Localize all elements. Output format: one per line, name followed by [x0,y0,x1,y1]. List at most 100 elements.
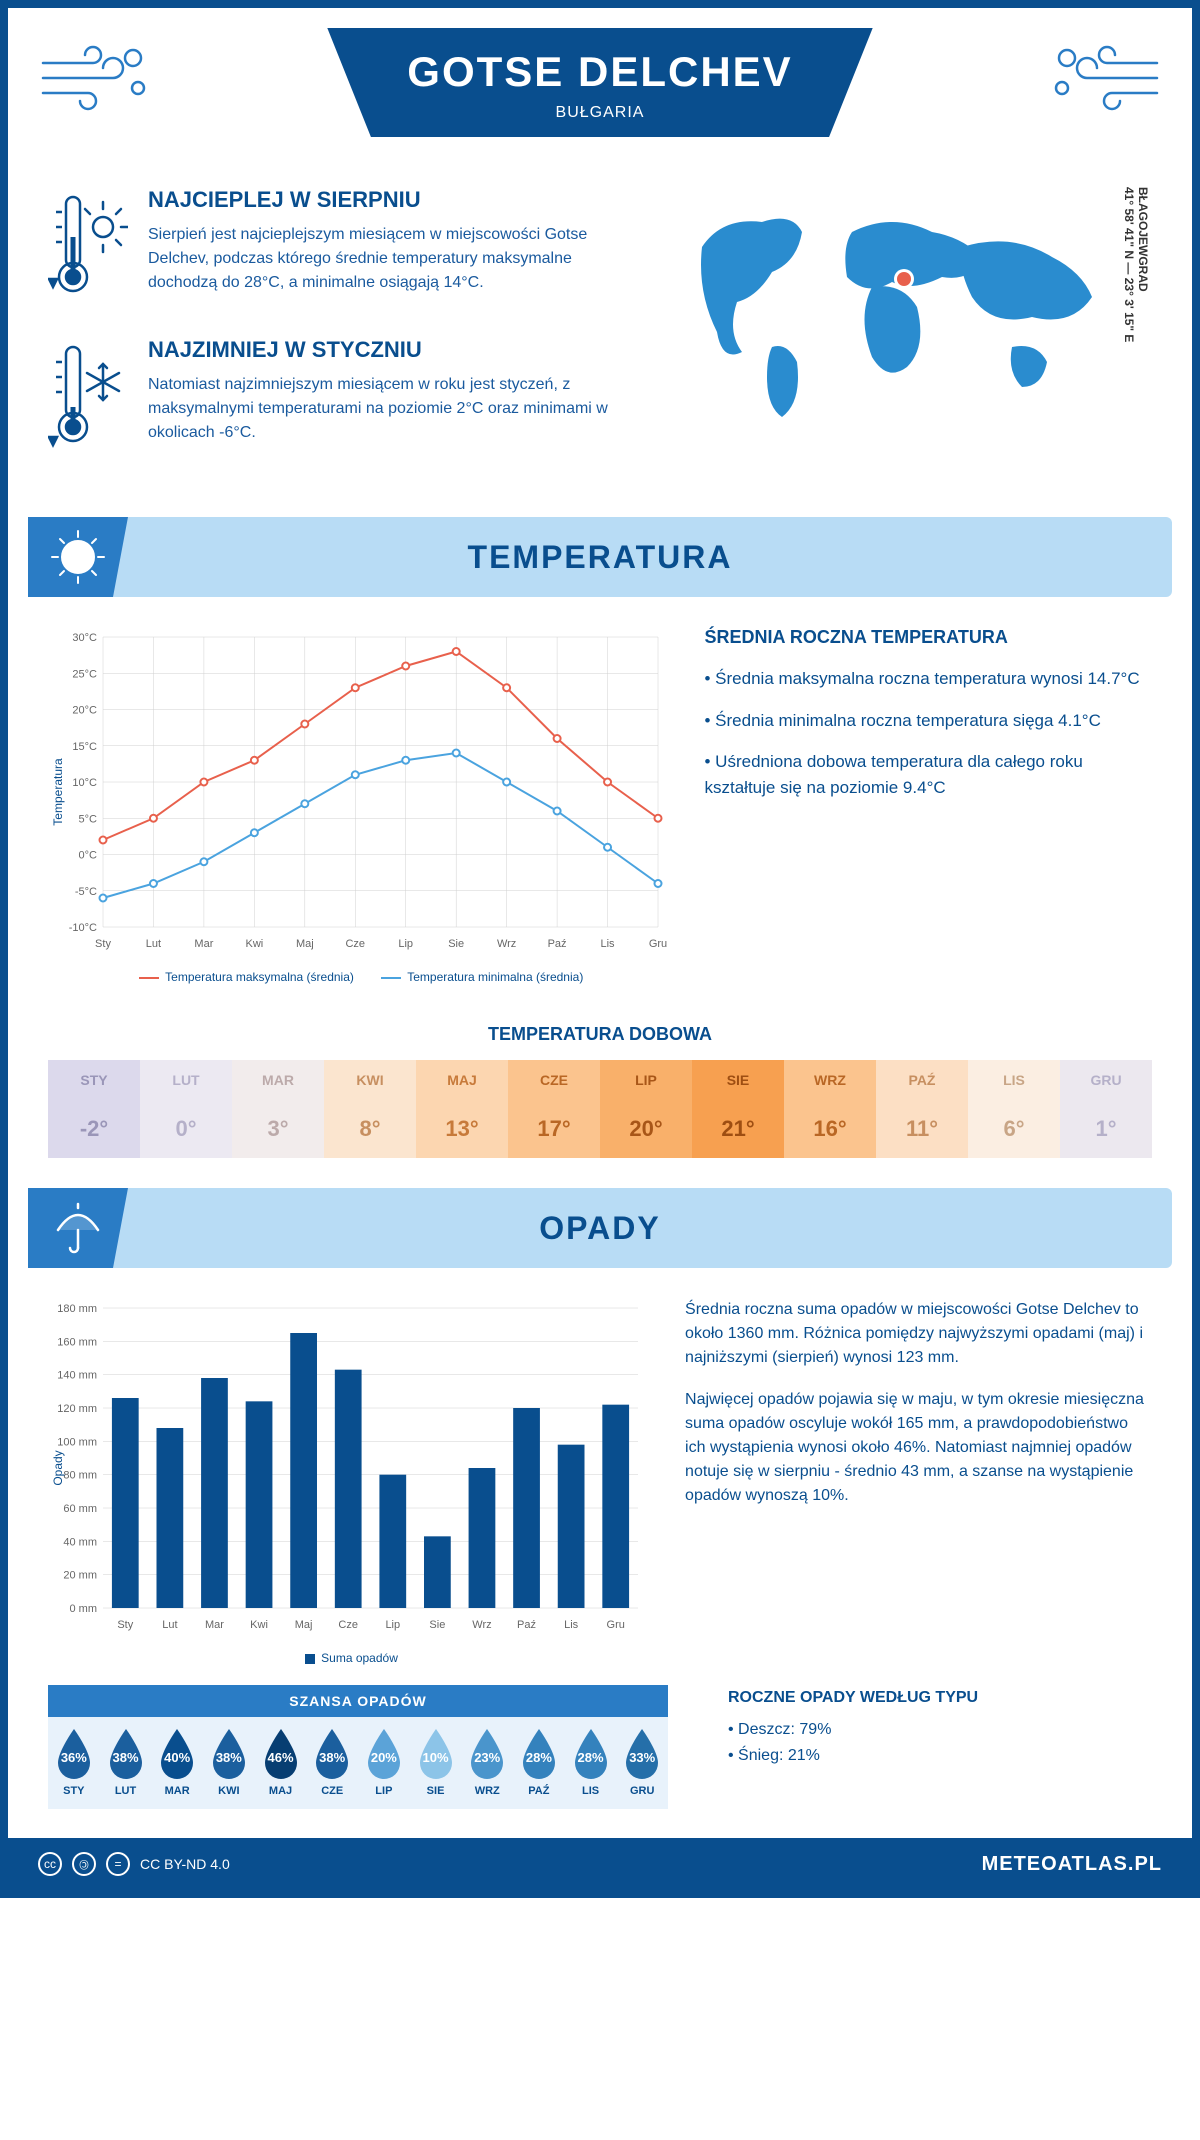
license-text: CC BY-ND 4.0 [140,1856,230,1872]
temperature-title: TEMPERATURA [468,539,733,576]
svg-text:100 mm: 100 mm [57,1436,97,1448]
svg-text:Temperatura: Temperatura [51,758,65,826]
warmest-text: Sierpień jest najcieplejszym miesiącem w… [148,223,642,295]
precipitation-type: ROCZNE OPADY WEDŁUG TYPU • Deszcz: 79%• … [728,1689,1152,1768]
by-icon: 🄯 [72,1852,96,1876]
chance-row: 36%STY38%LUT40%MAR38%KWI46%MAJ38%CZE20%L… [48,1717,668,1809]
daily-temp-title: TEMPERATURA DOBOWA [8,1024,1192,1045]
chance-cell: 33%GRU [616,1727,668,1797]
nd-icon: = [106,1852,130,1876]
temperature-section-header: TEMPERATURA [28,517,1172,597]
svg-text:Maj: Maj [296,938,314,950]
svg-text:Sie: Sie [448,938,464,950]
temperature-line-chart: -10°C-5°C0°C5°C10°C15°C20°C25°C30°CStyLu… [48,627,675,984]
umbrella-icon [28,1188,128,1268]
svg-text:10°C: 10°C [72,777,97,789]
chance-cell: 10%SIE [410,1727,462,1797]
precip-type-heading: ROCZNE OPADY WEDŁUG TYPU [728,1689,1152,1707]
svg-text:180 mm: 180 mm [57,1303,97,1315]
warmest-block: NAJCIEPLEJ W SIERPNIU Sierpień jest najc… [48,187,642,312]
precipitation-title: OPADY [539,1210,660,1247]
daily-temp-cell: KWI8° [324,1060,416,1158]
svg-text:Lis: Lis [564,1619,579,1631]
daily-temp-cell: PAŹ11° [876,1060,968,1158]
svg-text:120 mm: 120 mm [57,1403,97,1415]
precipitation-info: Średnia roczna suma opadów w miejscowośc… [685,1298,1152,1665]
svg-text:5°C: 5°C [79,813,98,825]
chance-cell: 36%STY [48,1727,100,1797]
legend-min-label: Temperatura minimalna (średnia) [407,970,583,984]
svg-text:Maj: Maj [295,1619,313,1631]
svg-text:Mar: Mar [194,938,213,950]
page-header: GOTSE DELCHEV BUŁGARIA [8,8,1192,167]
wind-icon [1042,38,1162,123]
svg-text:Lip: Lip [385,1619,400,1631]
legend-sum-label: Suma opadów [321,1651,398,1665]
world-map [672,187,1112,427]
coordinates: BŁAGOJEWGRAD 41° 58' 41" N — 23° 3' 15" … [1122,187,1150,342]
svg-text:Lut: Lut [146,938,161,950]
svg-text:Cze: Cze [345,938,365,950]
svg-text:Lut: Lut [162,1619,177,1631]
svg-text:Opady: Opady [51,1450,65,1485]
city-name: GOTSE DELCHEV [407,48,792,96]
chance-cell: 38%CZE [306,1727,358,1797]
svg-text:15°C: 15°C [72,741,97,753]
coords-text: 41° 58' 41" N — 23° 3' 15" E [1122,187,1136,342]
avg-temp-heading: ŚREDNIA ROCZNA TEMPERATURA [705,627,1153,648]
precipitation-section-header: OPADY [28,1188,1172,1268]
chance-cell: 28%PAŹ [513,1727,565,1797]
thermometer-cold-icon [48,337,128,462]
svg-text:Kwi: Kwi [250,1619,268,1631]
svg-text:Wrz: Wrz [472,1619,491,1631]
intro-section: NAJCIEPLEJ W SIERPNIU Sierpień jest najc… [8,167,1192,517]
daily-temp-cell: LIS6° [968,1060,1060,1158]
country-name: BUŁGARIA [407,104,792,122]
svg-text:40 mm: 40 mm [63,1536,97,1548]
svg-text:Gru: Gru [607,1619,625,1631]
svg-text:20 mm: 20 mm [63,1570,97,1582]
daily-temp-cell: LUT0° [140,1060,232,1158]
svg-text:Kwi: Kwi [245,938,263,950]
precip-type-item: • Deszcz: 79% [728,1717,1152,1743]
temperature-legend: Temperatura maksymalna (średnia) Tempera… [48,970,675,984]
temperature-info: ŚREDNIA ROCZNA TEMPERATURA • Średnia mak… [705,627,1153,984]
svg-text:-10°C: -10°C [69,922,97,934]
warmest-heading: NAJCIEPLEJ W SIERPNIU [148,187,642,213]
daily-temp-cell: MAR3° [232,1060,324,1158]
daily-temp-table: STY-2°LUT0°MAR3°KWI8°MAJ13°CZE17°LIP20°S… [48,1060,1152,1158]
svg-text:Lis: Lis [601,938,616,950]
header-banner: GOTSE DELCHEV BUŁGARIA [327,28,872,137]
chance-cell: 40%MAR [151,1727,203,1797]
site-name: METEOATLAS.PL [982,1853,1162,1876]
cc-icon: cc [38,1852,62,1876]
region-label: BŁAGOJEWGRAD [1136,187,1150,292]
coldest-heading: NAJZIMNIEJ W STYCZNIU [148,337,642,363]
svg-text:Sie: Sie [429,1619,445,1631]
svg-text:Sty: Sty [95,938,111,950]
svg-text:20°C: 20°C [72,705,97,717]
daily-temp-cell: MAJ13° [416,1060,508,1158]
daily-temp-cell: CZE17° [508,1060,600,1158]
temp-info-item: • Średnia minimalna roczna temperatura s… [705,708,1153,734]
svg-text:-5°C: -5°C [75,886,97,898]
wind-icon [38,38,158,123]
svg-text:30°C: 30°C [72,632,97,644]
svg-text:Gru: Gru [649,938,667,950]
svg-text:0°C: 0°C [79,850,98,862]
chance-cell: 46%MAJ [255,1727,307,1797]
svg-text:60 mm: 60 mm [63,1503,97,1515]
chance-cell: 20%LIP [358,1727,410,1797]
thermometer-hot-icon [48,187,128,312]
page-footer: cc 🄯 = CC BY-ND 4.0 METEOATLAS.PL [8,1838,1192,1890]
svg-text:Cze: Cze [338,1619,358,1631]
chance-cell: 28%LIS [565,1727,617,1797]
svg-text:0 mm: 0 mm [70,1603,98,1615]
chance-cell: 38%LUT [100,1727,152,1797]
svg-text:Mar: Mar [205,1619,224,1631]
svg-text:Paź: Paź [548,938,567,950]
svg-text:140 mm: 140 mm [57,1370,97,1382]
precipitation-bar-chart: 0 mm 20 mm 40 mm 60 mm 80 mm 100 mm 120 mm 140 … [48,1298,655,1665]
svg-text:80 mm: 80 mm [63,1470,97,1482]
svg-text:Sty: Sty [117,1619,133,1631]
